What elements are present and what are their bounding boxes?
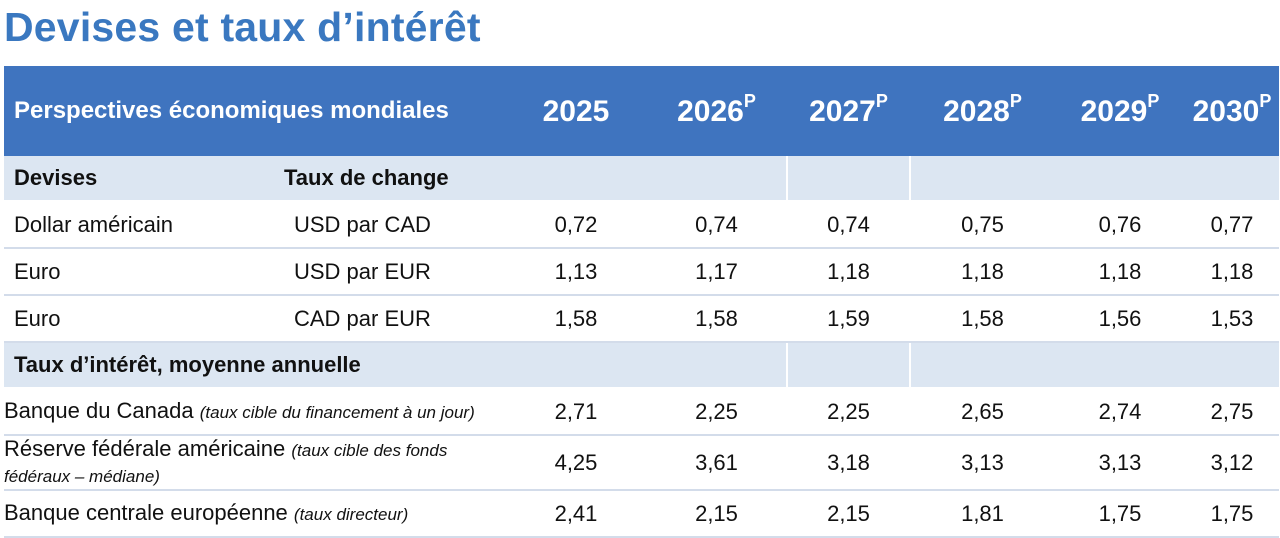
cell-value: 2,15 bbox=[787, 490, 910, 538]
section-row-currencies: Devises Taux de change bbox=[4, 156, 1279, 202]
cell-value: 0,75 bbox=[910, 201, 1055, 249]
cell-value: 1,18 bbox=[787, 248, 910, 296]
year-2030: 2030P bbox=[1185, 66, 1279, 156]
table-row: Euro CAD par EUR 1,58 1,58 1,59 1,58 1,5… bbox=[4, 295, 1279, 343]
cell-value: 3,18 bbox=[787, 435, 910, 491]
cell-value: 1,17 bbox=[646, 248, 787, 296]
cell-value: 2,25 bbox=[646, 388, 787, 436]
row-unit: USD par EUR bbox=[284, 248, 506, 296]
cell-value: 1,75 bbox=[1055, 490, 1185, 538]
row-name: Banque centrale européenne bbox=[4, 499, 288, 525]
year-2026: 2026P bbox=[646, 66, 787, 156]
cell-value: 1,56 bbox=[1055, 295, 1185, 343]
cell-value: 1,58 bbox=[910, 295, 1055, 343]
year-2027: 2027P bbox=[787, 66, 910, 156]
table-row: Réserve fédérale américaine (taux cible … bbox=[4, 435, 1279, 491]
year-2025: 2025 bbox=[506, 66, 646, 156]
cell-value: 3,61 bbox=[646, 435, 787, 491]
cell-value: 0,77 bbox=[1185, 201, 1279, 249]
page-title: Devises et taux d’intérêt bbox=[4, 4, 481, 50]
row-name: Banque du Canada bbox=[4, 397, 194, 423]
header-row: Perspectives économiques mondiales 2025 … bbox=[4, 66, 1279, 156]
rate-label: Banque du Canada (taux cible du financem… bbox=[4, 388, 506, 436]
row-name: Euro bbox=[4, 295, 284, 343]
cell-value: 1,59 bbox=[787, 295, 910, 343]
rate-label: Réserve fédérale américaine (taux cible … bbox=[4, 435, 506, 491]
section-label-exchange-rate: Taux de change bbox=[284, 156, 506, 202]
cell-value: 0,74 bbox=[646, 201, 787, 249]
cell-value: 1,18 bbox=[1185, 248, 1279, 296]
cell-value: 1,18 bbox=[1055, 248, 1185, 296]
cell-value: 3,13 bbox=[1055, 435, 1185, 491]
table-row: Banque du Canada (taux cible du financem… bbox=[4, 388, 1279, 436]
row-name: Réserve fédérale américaine bbox=[4, 435, 286, 461]
cell-value: 2,75 bbox=[1185, 388, 1279, 436]
cell-value: 4,25 bbox=[506, 435, 646, 491]
cell-value: 0,72 bbox=[506, 201, 646, 249]
cell-value: 2,25 bbox=[787, 388, 910, 436]
cell-value: 1,75 bbox=[1185, 490, 1279, 538]
cell-value: 1,81 bbox=[910, 490, 1055, 538]
cell-value: 2,15 bbox=[646, 490, 787, 538]
row-unit: CAD par EUR bbox=[284, 295, 506, 343]
row-name: Euro bbox=[4, 248, 284, 296]
cell-value: 3,13 bbox=[910, 435, 1055, 491]
cell-value: 1,53 bbox=[1185, 295, 1279, 343]
table-row: Dollar américain USD par CAD 0,72 0,74 0… bbox=[4, 201, 1279, 249]
outlook-table: Perspectives économiques mondiales 2025 … bbox=[4, 66, 1279, 538]
year-2028: 2028P bbox=[910, 66, 1055, 156]
year-2029: 2029P bbox=[1055, 66, 1185, 156]
row-note: (taux cible du financement à un jour) bbox=[199, 402, 475, 422]
cell-value: 0,76 bbox=[1055, 201, 1185, 249]
cell-value: 2,71 bbox=[506, 388, 646, 436]
cell-value: 1,13 bbox=[506, 248, 646, 296]
header-label: Perspectives économiques mondiales bbox=[4, 66, 506, 156]
cell-value: 1,58 bbox=[646, 295, 787, 343]
row-name: Dollar américain bbox=[4, 201, 284, 249]
cell-value: 0,74 bbox=[787, 201, 910, 249]
section-label-rates: Taux d’intérêt, moyenne annuelle bbox=[4, 342, 506, 389]
rate-label: Banque centrale européenne (taux directe… bbox=[4, 490, 506, 538]
cell-value: 1,58 bbox=[506, 295, 646, 343]
table-row: Banque centrale européenne (taux directe… bbox=[4, 490, 1279, 538]
cell-value: 1,18 bbox=[910, 248, 1055, 296]
section-row-rates: Taux d’intérêt, moyenne annuelle bbox=[4, 342, 1279, 389]
row-note: (taux cible des fonds fédéraux – médiane… bbox=[4, 440, 448, 486]
row-note: (taux directeur) bbox=[293, 504, 409, 524]
cell-value: 2,74 bbox=[1055, 388, 1185, 436]
section-label-currencies: Devises bbox=[4, 156, 284, 202]
cell-value: 3,12 bbox=[1185, 435, 1279, 491]
cell-value: 2,41 bbox=[506, 490, 646, 538]
table-row: Euro USD par EUR 1,13 1,17 1,18 1,18 1,1… bbox=[4, 248, 1279, 296]
cell-value: 2,65 bbox=[910, 388, 1055, 436]
row-unit: USD par CAD bbox=[284, 201, 506, 249]
